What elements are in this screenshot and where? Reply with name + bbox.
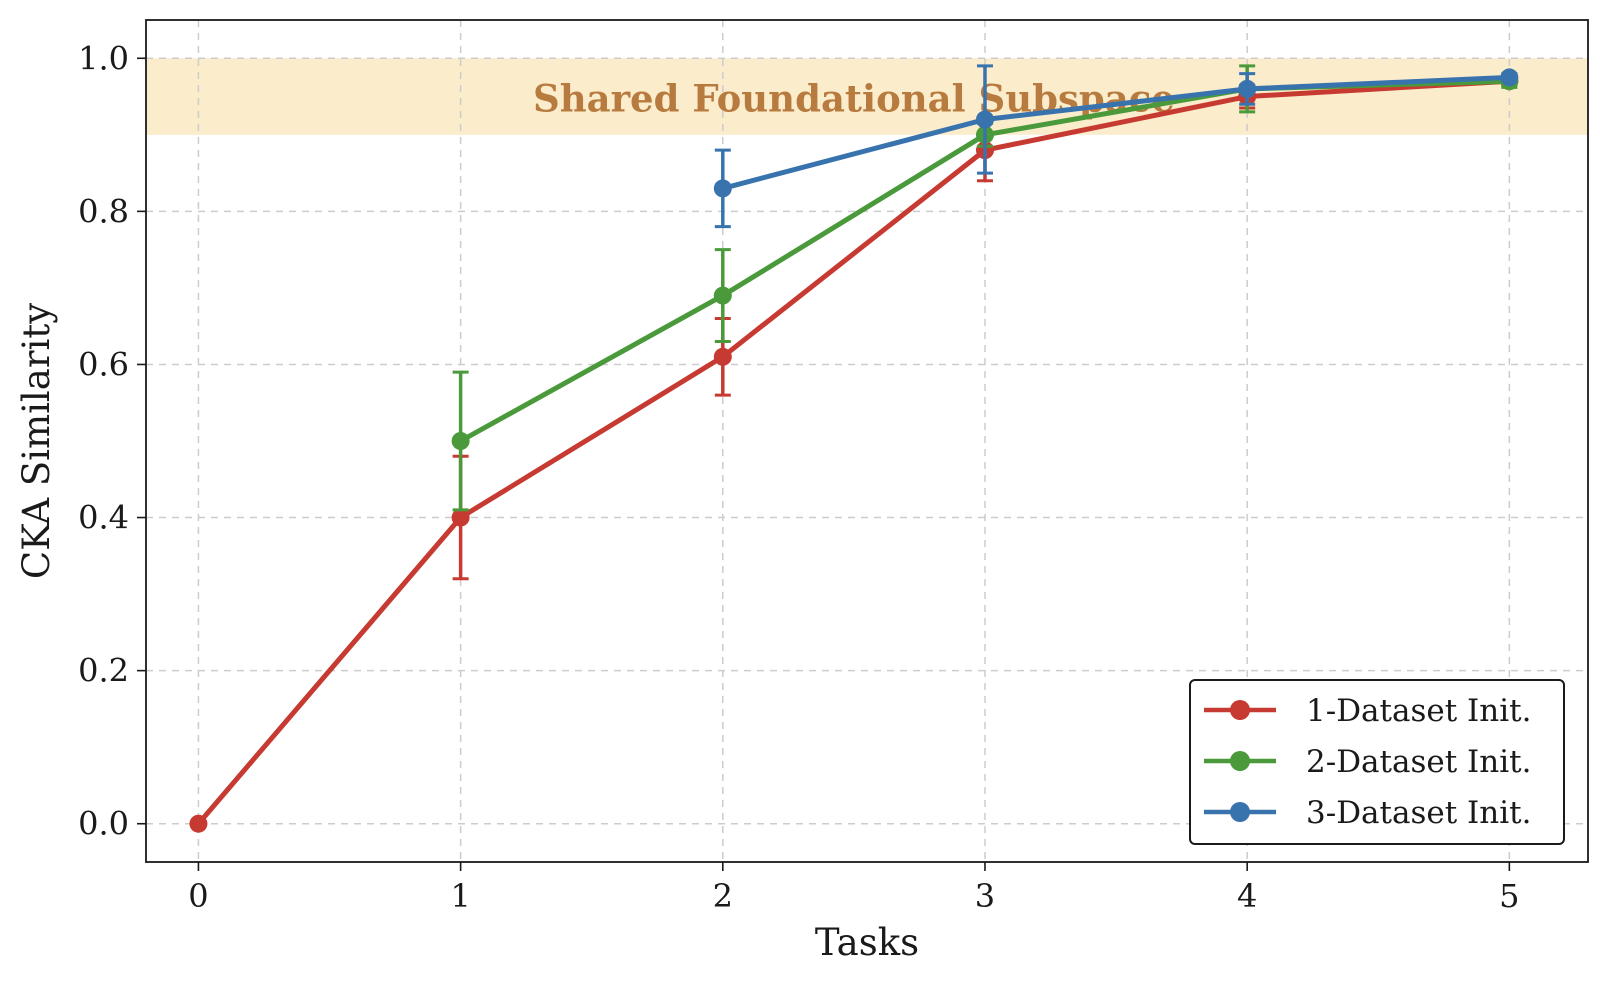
legend-label: 2-Dataset Init.: [1306, 744, 1531, 780]
x-tick-label: 5: [1499, 877, 1519, 915]
x-axis-label: Tasks: [815, 921, 919, 964]
y-tick-label: 0.8: [78, 192, 129, 230]
data-point: [189, 814, 208, 833]
legend-marker: [1230, 751, 1250, 771]
y-tick-label: 0.4: [78, 499, 129, 537]
band-label: Shared Foundational Subspace: [533, 77, 1175, 121]
legend-label: 3-Dataset Init.: [1306, 795, 1531, 831]
legend: 1-Dataset Init. 2-Dataset Init. 3-Dataset …: [1189, 679, 1565, 845]
data-point: [451, 508, 470, 527]
series-line: [195, 78, 1512, 827]
series-line: [720, 74, 1512, 191]
data-point: [1500, 68, 1519, 87]
x-tick-label: 2: [713, 877, 733, 915]
x-tick-label: 1: [450, 877, 470, 915]
x-tick-label: 4: [1237, 877, 1257, 915]
x-tick-label: 0: [188, 877, 208, 915]
data-point: [1238, 79, 1257, 98]
series-layer: [189, 64, 1519, 833]
y-tick-label: 1.0: [78, 39, 129, 77]
data-point: [975, 110, 994, 129]
shared-subspace-band: [146, 58, 1588, 135]
data-point: [713, 179, 732, 198]
series-3: [713, 64, 1519, 229]
y-axis-label: CKA Similarity: [15, 303, 58, 579]
y-tick-label: 0.2: [78, 652, 129, 690]
plot-frame: [145, 19, 1589, 863]
data-point: [713, 347, 732, 366]
grid-layer: [146, 20, 1588, 862]
tick-layer: 0 1 2 3 4 5 0.0 0.2 0.4 0.6 0.8 1.0: [78, 39, 1519, 915]
data-point: [713, 286, 732, 305]
band-text-layer: Shared Foundational Subspace: [533, 77, 1175, 121]
legend-marker: [1230, 700, 1250, 720]
data-point: [451, 432, 470, 450]
legend-box: [1189, 679, 1565, 845]
y-tick-label: 0.6: [78, 345, 129, 383]
y-tick-label: 0.0: [78, 805, 129, 843]
x-tick-label: 3: [975, 877, 995, 915]
legend-marker: [1230, 802, 1250, 822]
legend-label: 1-Dataset Init.: [1306, 693, 1531, 729]
band-layer: [146, 58, 1588, 135]
